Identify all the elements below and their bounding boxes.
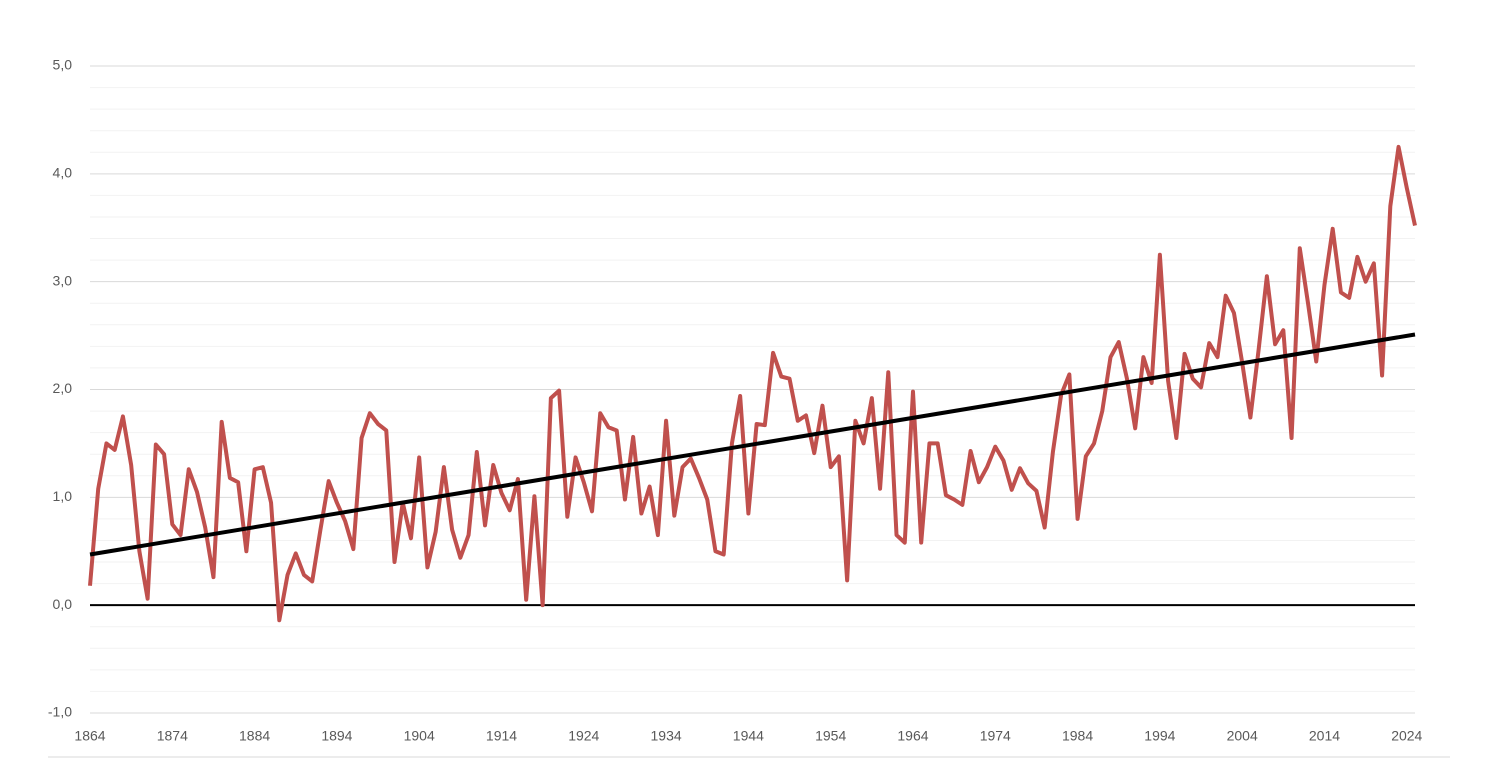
x-tick-label: 1914 [486, 728, 517, 744]
y-tick-label: 1,0 [53, 488, 73, 504]
y-tick-label: 0,0 [53, 596, 73, 612]
x-tick-label: 2024 [1391, 728, 1422, 744]
x-tick-label: 1974 [980, 728, 1011, 744]
x-tick-label: 1874 [157, 728, 188, 744]
x-tick-label: 1954 [815, 728, 846, 744]
x-tick-label: 1884 [239, 728, 270, 744]
data-line [88, 144, 1417, 623]
x-tick-label: 1864 [74, 728, 105, 744]
x-tick-label: 1934 [651, 728, 682, 744]
y-tick-label: 2,0 [53, 380, 73, 396]
x-tick-label: 1894 [321, 728, 352, 744]
x-tick-label: 2014 [1309, 728, 1340, 744]
x-tick-label: 1924 [568, 728, 599, 744]
x-tick-label: 2004 [1227, 728, 1258, 744]
x-tick-label: 1994 [1144, 728, 1175, 744]
x-tick-label: 1984 [1062, 728, 1093, 744]
x-tick-label: 1904 [404, 728, 435, 744]
y-tick-label: 4,0 [53, 165, 73, 181]
y-tick-label: 3,0 [53, 272, 73, 288]
x-tick-label: 1944 [733, 728, 764, 744]
y-tick-label: -1,0 [48, 704, 72, 720]
y-tick-label: 5,0 [53, 57, 73, 73]
x-tick-label: 1964 [897, 728, 928, 744]
trend-line [89, 332, 1416, 557]
